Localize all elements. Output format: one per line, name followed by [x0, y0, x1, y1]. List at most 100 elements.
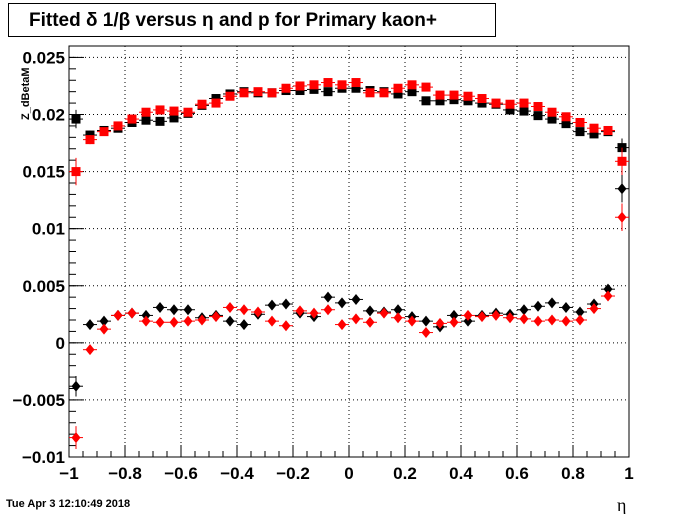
x-tick-label: 0.2	[393, 464, 417, 483]
data-point-square	[547, 107, 557, 117]
data-point-diamond	[267, 299, 277, 311]
data-point-square	[337, 80, 347, 90]
data-point-diamond	[407, 315, 417, 327]
data-point-square	[603, 125, 613, 135]
data-point-diamond	[225, 301, 235, 313]
data-point-square	[155, 116, 165, 126]
data-series	[69, 78, 629, 450]
data-point-square	[533, 102, 543, 112]
x-tick-label: 0	[344, 464, 353, 483]
data-point-diamond	[379, 307, 389, 319]
data-point-diamond	[505, 312, 515, 324]
x-tick-label: −0.6	[164, 464, 198, 483]
data-point-diamond	[435, 317, 445, 329]
data-point-diamond	[449, 316, 459, 328]
data-point-square	[393, 83, 403, 93]
data-point-square	[295, 86, 305, 96]
data-point-diamond	[533, 315, 543, 327]
data-point-diamond	[351, 313, 361, 325]
y-axis-label: Z_dBetaM	[20, 67, 32, 120]
data-point-diamond	[71, 380, 81, 392]
data-point-square	[141, 115, 151, 125]
data-point-square	[421, 82, 431, 92]
series-red-diamond	[69, 203, 629, 450]
x-tick-label: 0.8	[561, 464, 585, 483]
data-point-square	[393, 89, 403, 99]
data-point-square	[407, 80, 417, 90]
data-point-diamond	[365, 316, 375, 328]
data-point-diamond	[603, 283, 613, 295]
data-point-diamond	[533, 300, 543, 312]
data-point-square	[169, 106, 179, 116]
data-point-square	[211, 98, 221, 108]
x-tick-label: 0.6	[505, 464, 529, 483]
data-point-diamond	[141, 309, 151, 321]
data-point-square	[323, 87, 333, 97]
data-point-square	[351, 78, 361, 88]
data-point-diamond	[309, 307, 319, 319]
data-point-diamond	[141, 315, 151, 327]
data-point-square	[561, 119, 571, 129]
data-point-square	[449, 95, 459, 105]
data-point-square	[435, 90, 445, 100]
data-point-diamond	[71, 432, 81, 444]
data-point-square	[113, 121, 123, 131]
data-point-square	[505, 99, 515, 109]
x-tick-label: 1	[624, 464, 633, 483]
data-point-diamond	[155, 316, 165, 328]
axis-ticks	[68, 45, 630, 458]
data-point-diamond	[463, 309, 473, 321]
data-point-square	[309, 80, 319, 90]
data-point-square	[505, 105, 515, 115]
data-point-diamond	[337, 319, 347, 331]
data-point-diamond	[547, 314, 557, 326]
data-point-square	[365, 88, 375, 98]
data-point-diamond	[491, 309, 501, 321]
y-tick-label: 0	[56, 334, 65, 353]
data-point-diamond	[85, 319, 95, 331]
data-point-diamond	[323, 304, 333, 316]
data-point-diamond	[239, 319, 249, 331]
data-point-diamond	[589, 303, 599, 315]
data-point-square	[477, 94, 487, 104]
data-point-square	[141, 107, 151, 117]
data-point-diamond	[393, 304, 403, 316]
data-point-diamond	[575, 306, 585, 318]
plot-frame	[68, 45, 630, 458]
y-tick-label: 0.005	[22, 277, 65, 296]
data-point-diamond	[603, 290, 613, 302]
data-point-square	[99, 127, 109, 137]
data-point-diamond	[449, 309, 459, 321]
data-point-square	[71, 167, 81, 177]
data-point-square	[211, 94, 221, 104]
data-point-diamond	[337, 297, 347, 309]
data-point-square	[547, 114, 557, 124]
data-point-diamond	[183, 315, 193, 327]
title-box: Fitted δ 1/β versus η and p for Primary …	[8, 3, 496, 37]
data-point-diamond	[617, 183, 627, 195]
data-point-square	[407, 87, 417, 97]
y-tick-label: −0.01	[22, 448, 65, 467]
data-point-square	[519, 106, 529, 116]
data-point-square	[351, 83, 361, 93]
data-point-diamond	[547, 297, 557, 309]
data-point-square	[589, 129, 599, 139]
data-point-diamond	[295, 305, 305, 317]
data-point-diamond	[239, 304, 249, 316]
data-point-square	[309, 84, 319, 94]
data-point-diamond	[477, 311, 487, 323]
data-point-square	[519, 98, 529, 108]
data-point-square	[575, 127, 585, 137]
data-point-diamond	[561, 301, 571, 313]
data-point-diamond	[519, 304, 529, 316]
data-point-square	[267, 88, 277, 98]
data-point-square	[155, 105, 165, 115]
data-point-square	[183, 107, 193, 117]
data-point-diamond	[421, 315, 431, 327]
data-point-diamond	[267, 315, 277, 327]
data-point-square	[463, 96, 473, 106]
data-point-square	[463, 91, 473, 101]
data-point-diamond	[393, 312, 403, 324]
data-point-square	[127, 114, 137, 124]
